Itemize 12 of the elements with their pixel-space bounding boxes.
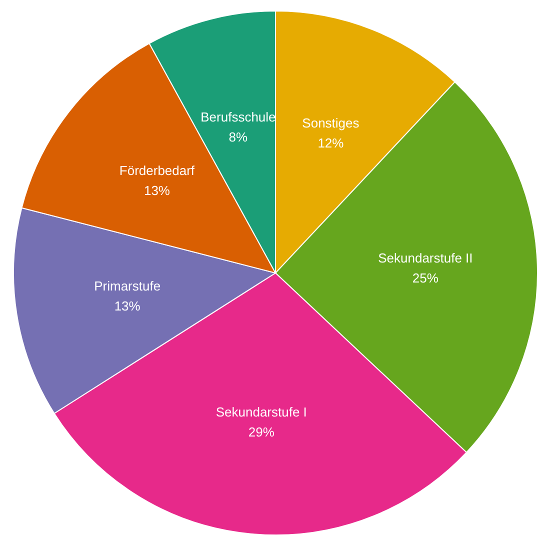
data-label: 29% xyxy=(248,424,275,440)
slice-label: Sekundarstufe II xyxy=(378,250,473,266)
slice-label: Berufsschule xyxy=(200,110,276,125)
slice-label: Sonstiges xyxy=(302,116,360,131)
data-label: 25% xyxy=(412,270,439,286)
data-label: 12% xyxy=(318,136,344,151)
slice-label: Sekundarstufe I xyxy=(216,404,307,420)
slice-label: Primarstufe xyxy=(94,278,161,294)
data-label: 13% xyxy=(114,298,141,314)
slice-label: Förderbedarf xyxy=(119,163,195,178)
data-label: 13% xyxy=(144,183,170,198)
data-label: 8% xyxy=(228,130,248,145)
